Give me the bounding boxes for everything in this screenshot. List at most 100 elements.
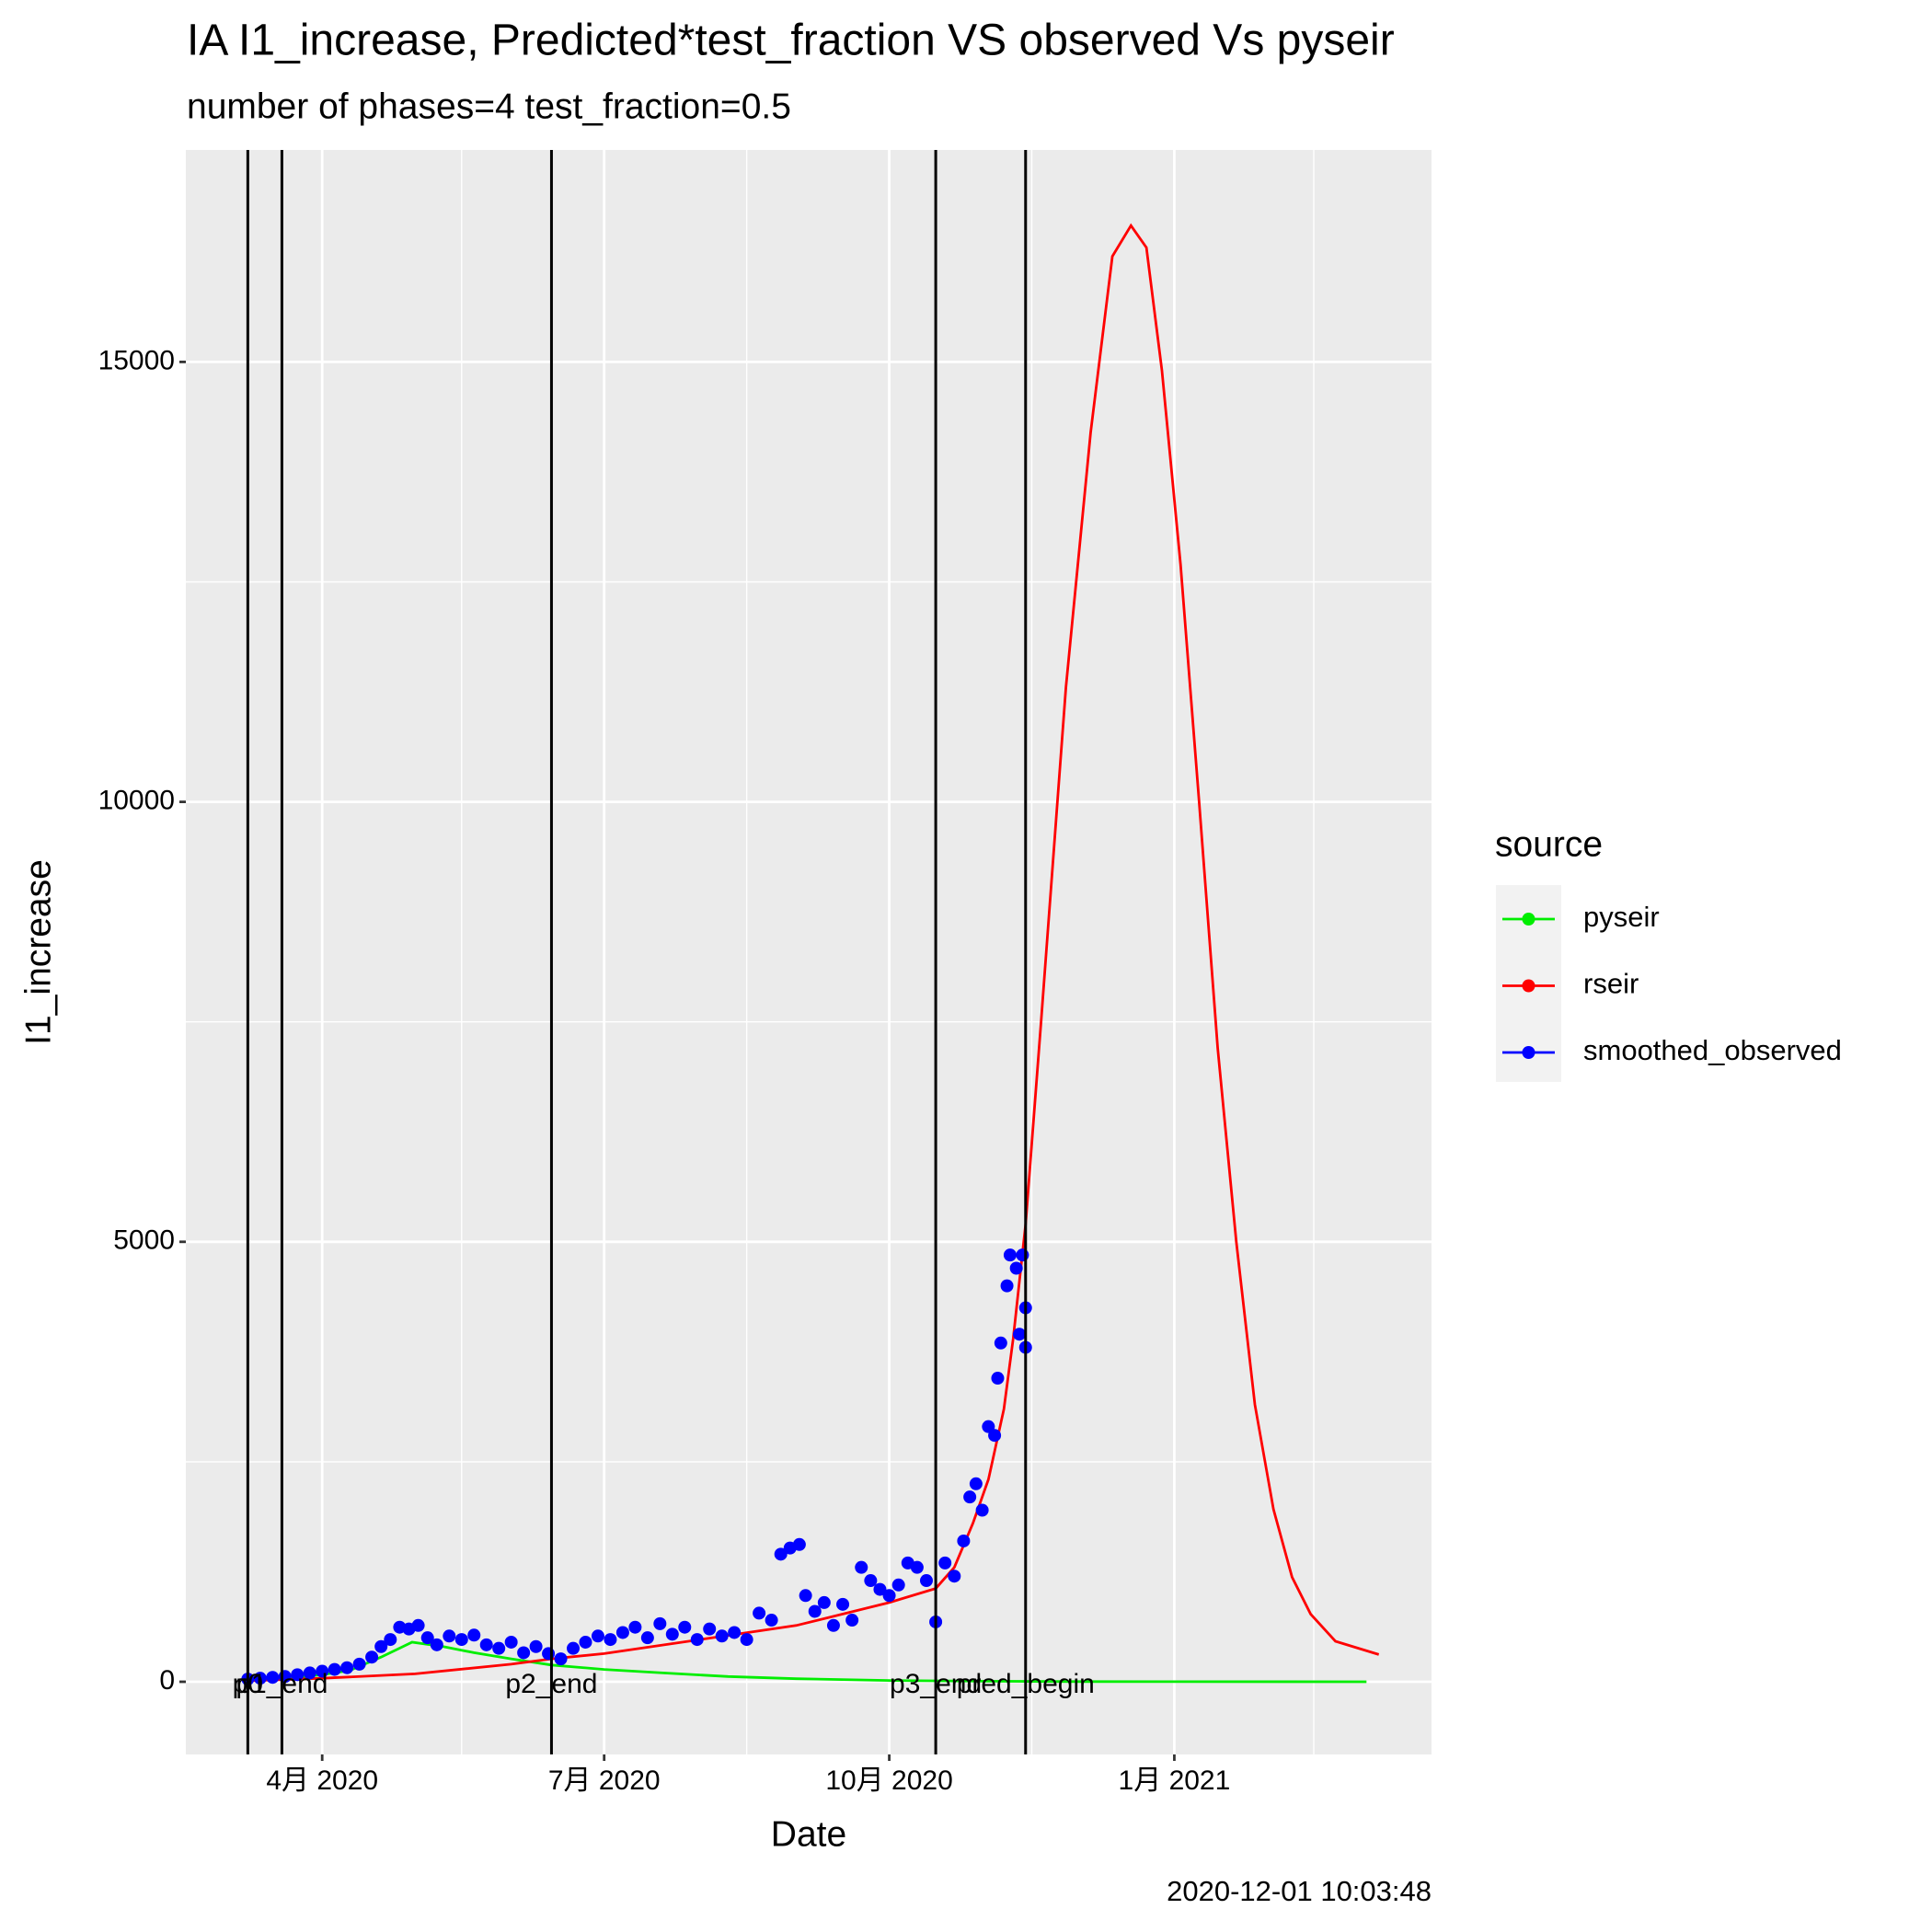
data-point [994, 1336, 1007, 1350]
data-point [678, 1620, 692, 1634]
data-point [919, 1574, 933, 1588]
data-point [774, 1547, 788, 1561]
data-point [765, 1614, 778, 1627]
data-point [628, 1620, 642, 1634]
y-tick-label: 0 [159, 1665, 175, 1696]
data-point [753, 1606, 766, 1620]
chart-subtitle: number of phases=4 test_fraction=0.5 [187, 86, 791, 126]
data-point [836, 1597, 850, 1611]
data-point [303, 1666, 316, 1680]
data-point [467, 1628, 481, 1642]
phase-label: p3_end [890, 1669, 982, 1699]
data-point [411, 1618, 425, 1632]
data-point [690, 1633, 704, 1647]
data-point [352, 1657, 366, 1671]
data-point [504, 1635, 518, 1649]
data-point [1003, 1248, 1017, 1262]
legend-key-dot [1522, 1046, 1535, 1059]
legend-title: source [1495, 824, 1603, 864]
data-point [988, 1429, 1002, 1443]
data-point [653, 1616, 667, 1630]
y-tick-label: 15000 [98, 345, 175, 375]
data-point [328, 1662, 341, 1676]
chart-title: IA I1_increase, Predicted*test_fraction … [187, 17, 1395, 65]
data-point [604, 1633, 617, 1647]
x-tick-label: 7月 2020 [548, 1765, 661, 1796]
series-line [247, 223, 1380, 1683]
y-axis-title: I1_increase [18, 859, 58, 1045]
data-point [808, 1604, 822, 1618]
data-point [891, 1578, 905, 1592]
data-point [591, 1629, 604, 1643]
data-point [1013, 1328, 1027, 1341]
data-point [640, 1631, 654, 1645]
data-point [492, 1641, 506, 1655]
data-point [1009, 1261, 1023, 1275]
phase-label: pred_begin [957, 1669, 1095, 1699]
data-point [873, 1582, 887, 1596]
data-point [703, 1622, 717, 1636]
x-tick-label: 1月 2021 [1119, 1765, 1231, 1796]
data-point [374, 1639, 388, 1653]
data-point [479, 1638, 493, 1651]
data-point [969, 1477, 983, 1490]
phase-label: p0 [233, 1669, 263, 1699]
data-point [420, 1631, 434, 1645]
data-point [316, 1664, 329, 1678]
data-point [253, 1672, 267, 1685]
data-point [567, 1641, 581, 1655]
data-point [430, 1638, 443, 1651]
data-point [615, 1626, 629, 1639]
x-axis-title: Date [771, 1814, 846, 1854]
legend-label: smoothed_observed [1583, 1034, 1842, 1066]
data-point [1000, 1279, 1014, 1293]
data-point [529, 1639, 543, 1653]
data-point [365, 1650, 379, 1664]
data-point [665, 1627, 679, 1641]
data-point [291, 1668, 305, 1682]
x-tick-label: 10月 2020 [825, 1765, 952, 1796]
data-point [340, 1661, 354, 1674]
data-point [1016, 1248, 1029, 1262]
data-point [938, 1556, 952, 1570]
legend-key-dot [1522, 913, 1535, 926]
data-point [517, 1646, 531, 1660]
data-point [384, 1633, 397, 1647]
data-point [443, 1629, 456, 1643]
data-point [554, 1652, 568, 1666]
series-1 [247, 223, 1380, 1683]
data-point [799, 1589, 812, 1603]
data-point [963, 1490, 977, 1504]
data-point [792, 1537, 806, 1551]
data-point [266, 1671, 280, 1685]
data-point [882, 1589, 896, 1603]
data-point [728, 1626, 742, 1639]
phase-label: p2_end [505, 1669, 597, 1699]
x-tick-label: 4月 2020 [266, 1765, 378, 1796]
data-point [864, 1574, 878, 1588]
data-point [542, 1647, 556, 1661]
caption: 2020-12-01 10:03:48 [1167, 1875, 1432, 1907]
data-point [957, 1534, 971, 1547]
data-point [910, 1560, 924, 1574]
legend-label: rseir [1583, 968, 1639, 1000]
phase-label: p1_end [236, 1669, 328, 1699]
data-point [740, 1633, 753, 1647]
data-point [991, 1372, 1005, 1386]
legend-label: pyseir [1583, 901, 1660, 933]
y-tick-label: 10000 [98, 786, 175, 816]
data-point [454, 1633, 468, 1647]
data-point [948, 1570, 961, 1583]
data-point [855, 1560, 868, 1574]
series-2 [241, 1248, 1032, 1686]
data-point [817, 1595, 831, 1609]
data-point [579, 1635, 592, 1649]
plot-panel [186, 150, 1432, 1754]
data-point [845, 1614, 859, 1627]
data-point [826, 1618, 840, 1632]
legend-key-dot [1522, 979, 1535, 993]
data-point [975, 1503, 989, 1517]
y-tick-label: 5000 [113, 1225, 175, 1256]
data-point [715, 1629, 729, 1643]
